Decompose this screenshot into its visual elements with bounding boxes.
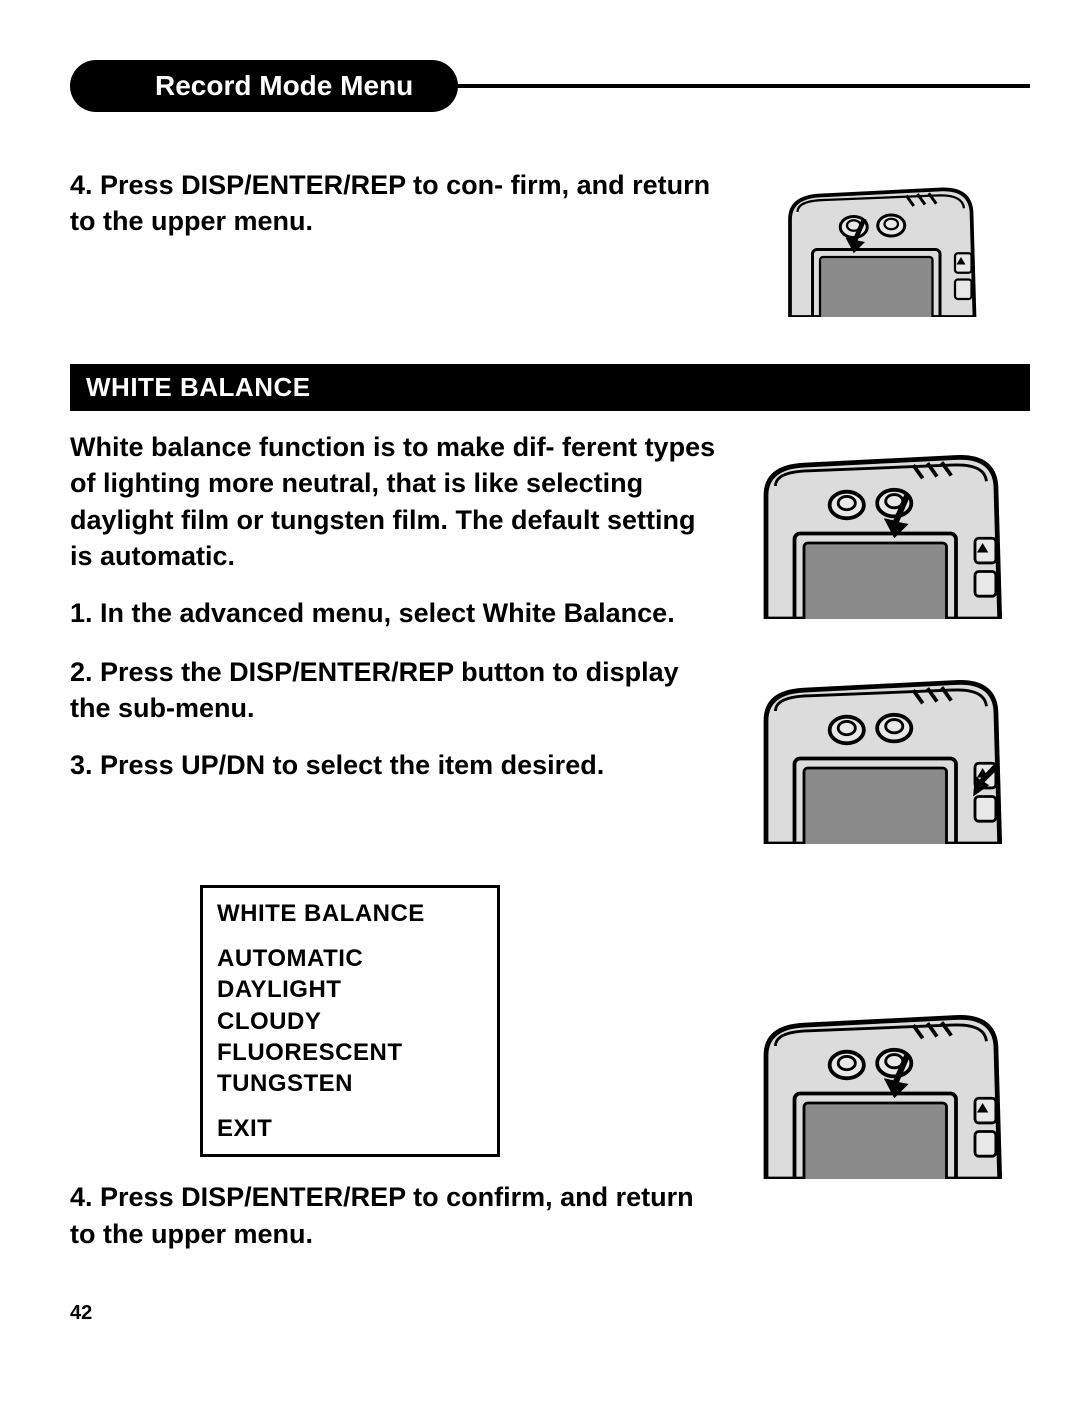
header-row: Record Mode Menu bbox=[70, 60, 1030, 112]
section-pill: Record Mode Menu bbox=[70, 60, 458, 112]
page-number: 42 bbox=[70, 1302, 1030, 1325]
white-balance-bar: WHITE BALANCE bbox=[70, 364, 1030, 411]
camera-illustration-1 bbox=[750, 167, 1010, 317]
manual-page: Record Mode Menu 4. Press DISP/ENTER/REP… bbox=[0, 0, 1080, 1425]
wb-step1-text: 1. In the advanced menu, select White Ba… bbox=[70, 595, 720, 631]
row-step2: 2. Press the DISP/ENTER/REP button to di… bbox=[70, 654, 1030, 879]
camera-illustration-4 bbox=[750, 989, 1010, 1179]
camera-illustration-3 bbox=[750, 654, 1010, 844]
wb-step3-text: 3. Press UP/DN to select the item desire… bbox=[70, 747, 720, 783]
wb-step2-text: 2. Press the DISP/ENTER/REP button to di… bbox=[70, 654, 720, 727]
row-step4: 4. Press DISP/ENTER/REP to confirm, and … bbox=[70, 909, 1030, 1272]
header-divider bbox=[453, 84, 1030, 88]
wb-step4-text: 4. Press DISP/ENTER/REP to confirm, and … bbox=[70, 1179, 720, 1252]
row-intro: 4. Press DISP/ENTER/REP to con- firm, an… bbox=[70, 167, 1030, 352]
camera-illustration-2 bbox=[750, 429, 1010, 619]
wb-desc-text: White balance function is to make dif- f… bbox=[70, 429, 720, 575]
intro-step4-text: 4. Press DISP/ENTER/REP to con- firm, an… bbox=[70, 167, 720, 240]
row-desc: White balance function is to make dif- f… bbox=[70, 429, 1030, 654]
